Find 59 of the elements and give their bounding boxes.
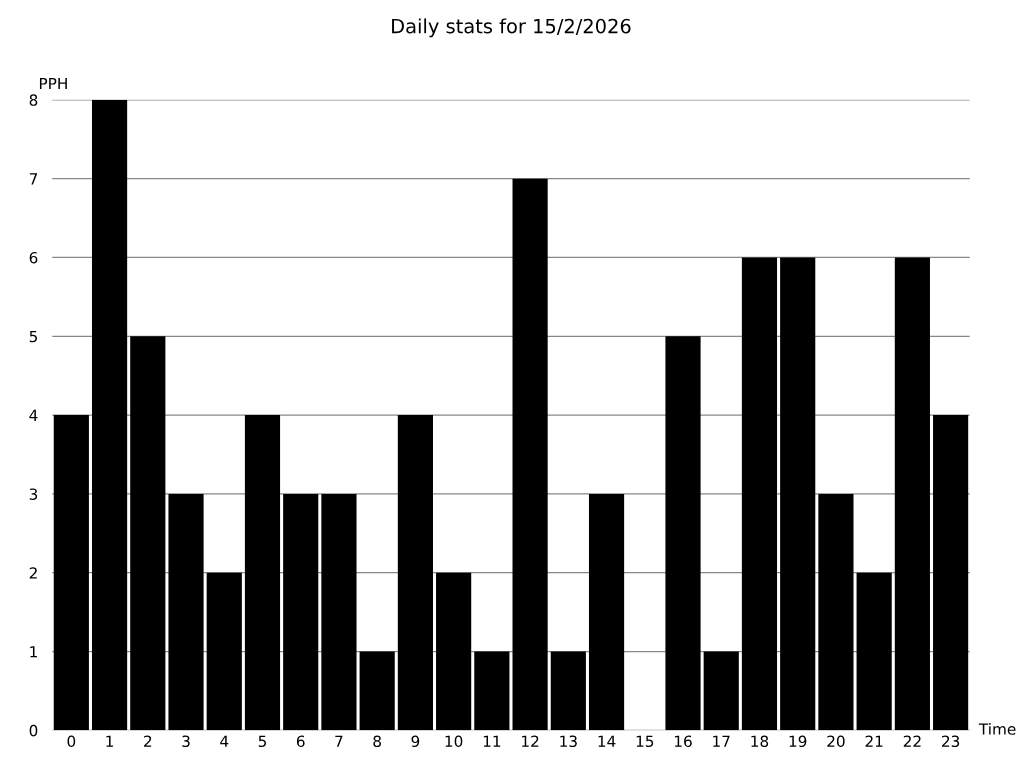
x-tick-label: 4 [220, 735, 229, 747]
x-tick-label: 20 [827, 735, 845, 748]
x-tick-label: 7 [335, 735, 343, 747]
x-tick-label: 0 [67, 735, 76, 748]
bar [933, 415, 969, 731]
bar [436, 572, 472, 731]
y-tick-label: 8 [29, 94, 38, 106]
x-tick-label: 1 [106, 735, 114, 747]
y-axis-title: PPH [39, 77, 67, 90]
y-tick-label: 6 [29, 251, 38, 264]
x-tick-label: 8 [373, 735, 381, 748]
bar [283, 493, 319, 731]
bar [780, 257, 816, 731]
bar [91, 99, 128, 731]
y-tick-label: 1 [30, 646, 37, 658]
x-tick-label: 2 [144, 735, 152, 747]
x-tick-label: 16 [674, 735, 692, 748]
y-tick-label: 5 [29, 330, 37, 343]
bar [550, 651, 586, 731]
x-axis-title: Time [978, 722, 1016, 735]
x-tick-label: 6 [296, 735, 305, 748]
x-tick-label: 19 [789, 735, 807, 748]
bar [130, 336, 166, 731]
x-tick-label: 13 [560, 735, 577, 748]
bar [703, 651, 739, 731]
bar [894, 257, 930, 731]
x-tick-label: 10 [445, 735, 463, 748]
bar [474, 651, 510, 731]
bar [53, 415, 89, 731]
bar [168, 493, 204, 731]
bar [206, 572, 242, 731]
x-tick-label: 23 [942, 735, 960, 748]
y-tick-label: 0 [29, 724, 38, 737]
y-tick-label: 7 [29, 173, 38, 185]
x-tick-label: 15 [636, 735, 654, 748]
bar [741, 257, 778, 731]
bar [359, 651, 395, 731]
bar [512, 178, 548, 731]
bar [856, 572, 892, 731]
x-tick-label: 11 [483, 735, 501, 747]
x-tick-label: 21 [865, 735, 883, 747]
x-tick-label: 5 [258, 735, 267, 748]
x-tick-label: 17 [713, 735, 730, 747]
bar [588, 493, 625, 731]
x-tick-label: 3 [182, 735, 190, 748]
bar [244, 415, 281, 731]
x-tick-label: 14 [598, 735, 616, 747]
y-tick-label: 4 [29, 409, 38, 421]
x-tick-label: 12 [522, 735, 539, 747]
x-tick-label: 18 [751, 735, 769, 748]
bar [321, 493, 357, 731]
bar [818, 493, 854, 731]
x-tick-label: 9 [411, 735, 420, 748]
x-tick-label: 22 [903, 735, 921, 747]
chart-title: Daily stats for 15/2/2026 [392, 18, 631, 38]
y-tick-label: 2 [29, 567, 37, 579]
bar [665, 336, 701, 731]
bar [397, 415, 433, 731]
y-tick-label: 3 [29, 488, 38, 500]
